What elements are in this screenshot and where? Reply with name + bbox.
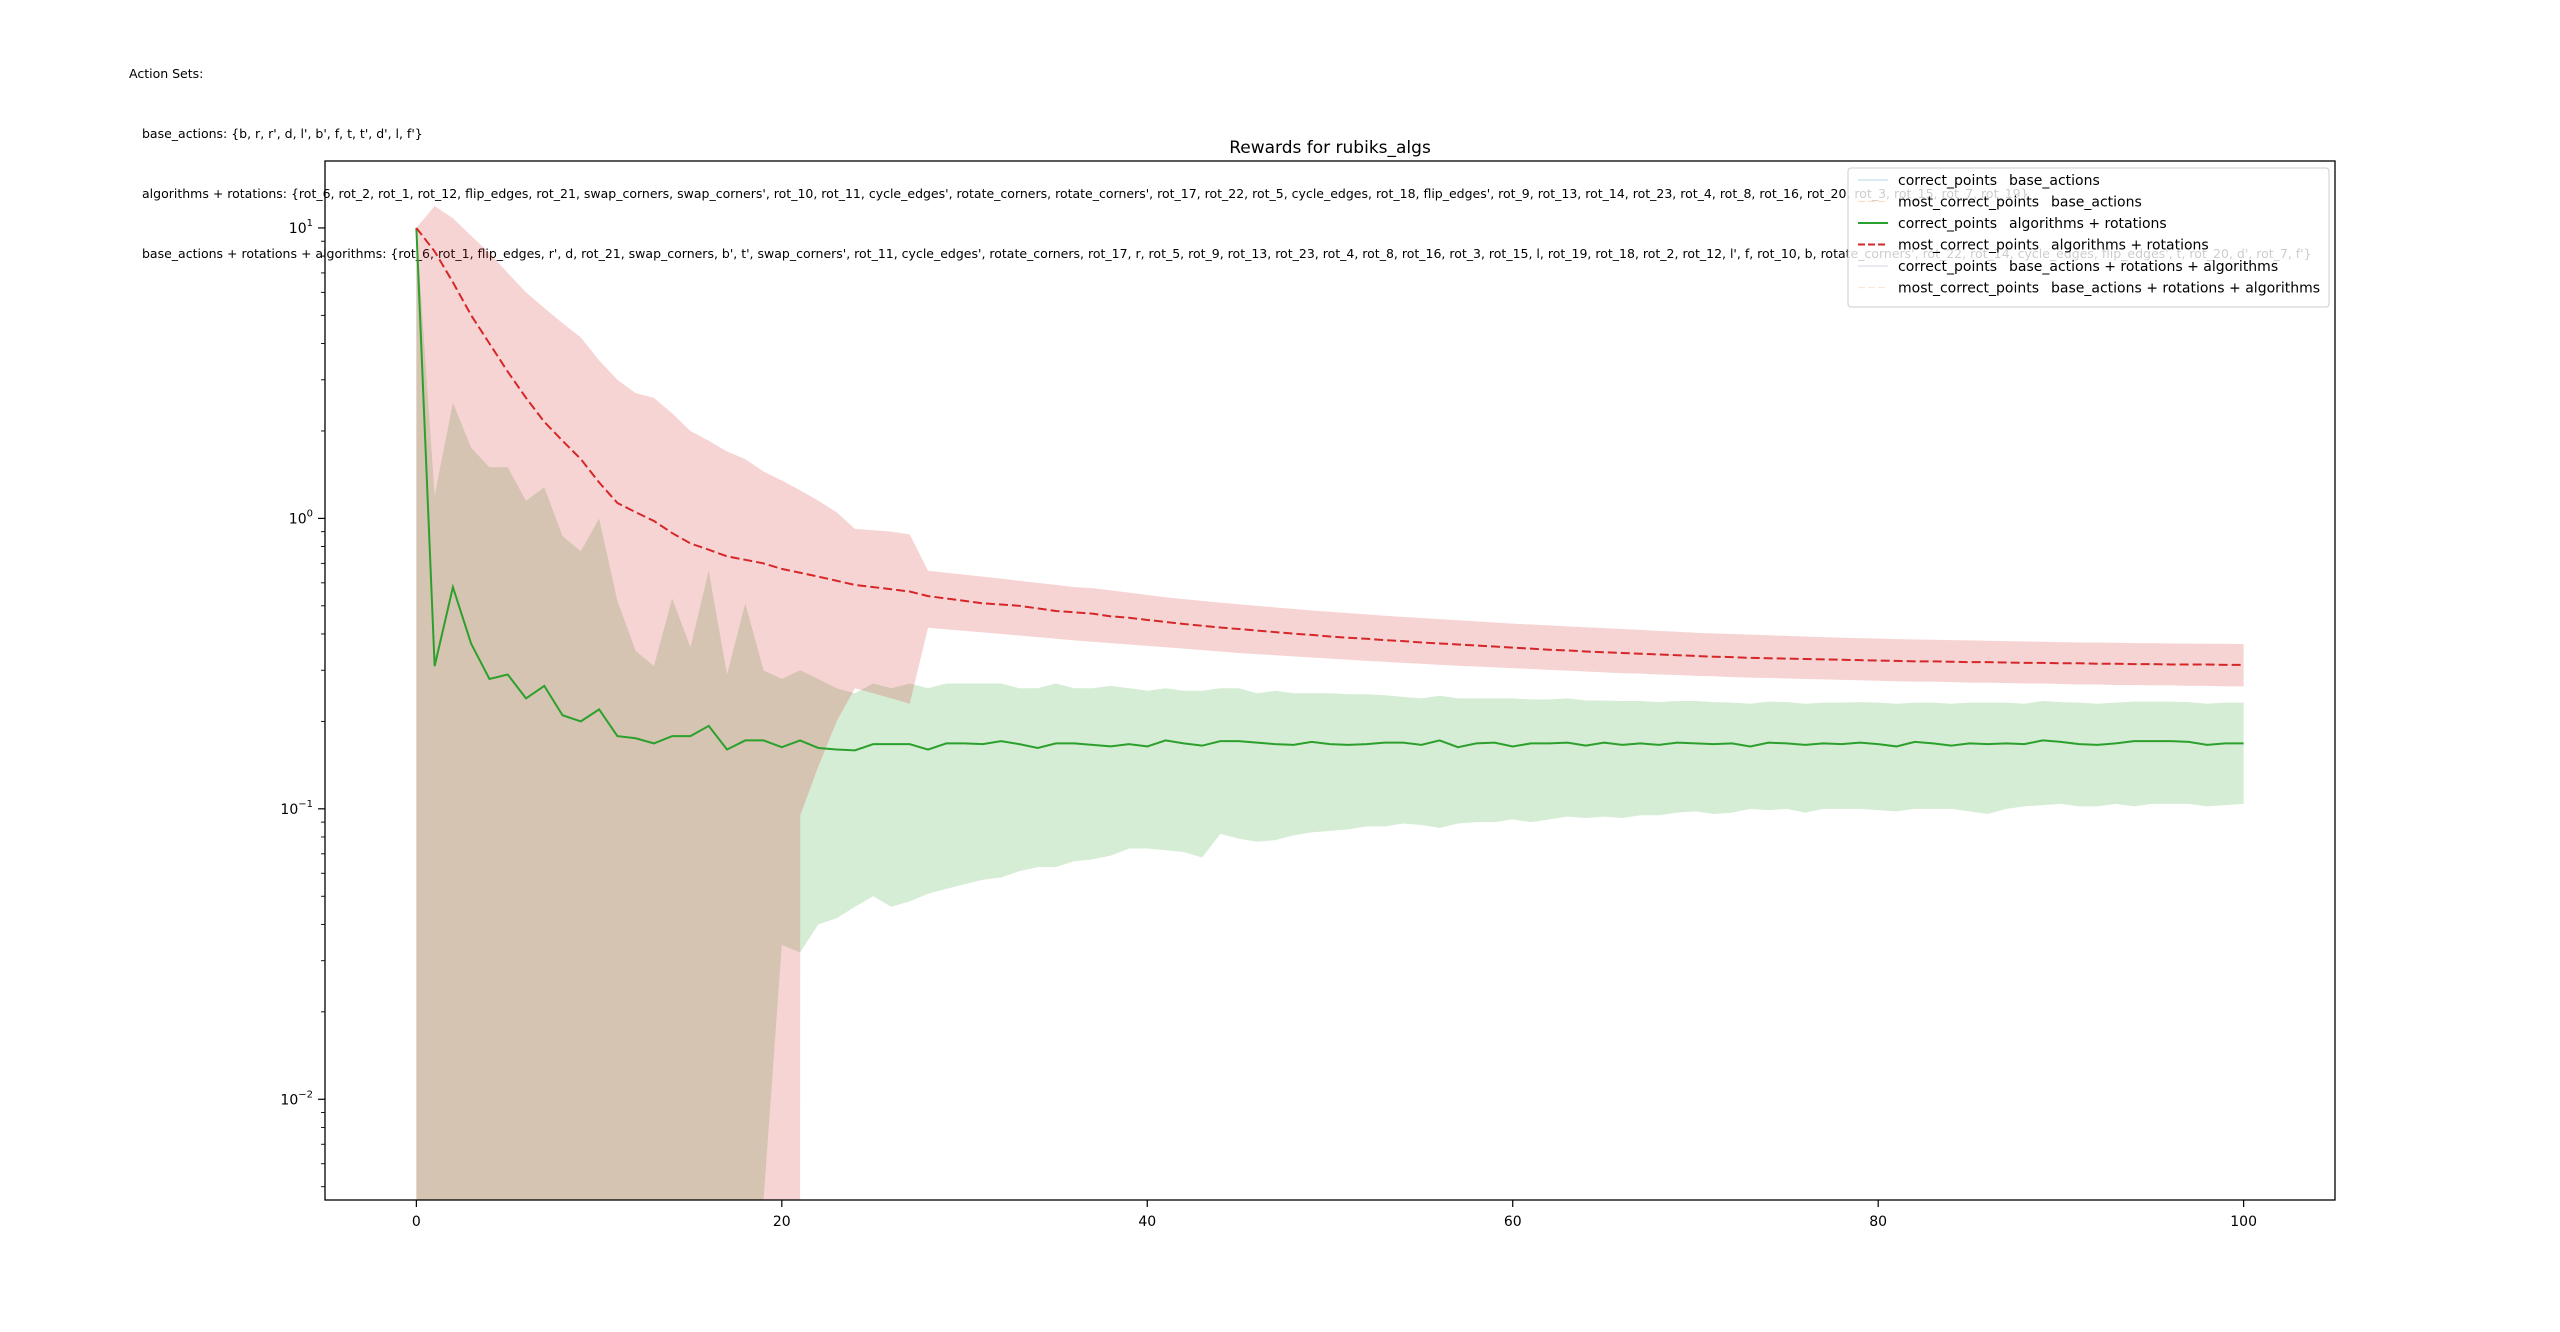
series-lines [415, 227, 2244, 752]
x-axis: 0 20 40 60 80 100 [412, 1200, 2257, 1230]
y-tick-label: 101 [289, 218, 313, 237]
y-tick-label: 10−1 [280, 799, 313, 818]
action-set-algorithms-rotations: algorithms + rotations: {rot_6, rot_2, r… [142, 186, 2029, 201]
plot-area-frame [324, 160, 2336, 1201]
band-series-2 [416, 205, 2244, 1201]
legend-label: correct_points base_actions [1898, 173, 2100, 189]
legend-label: correct_points algorithms + rotations [1898, 216, 2167, 232]
chart-title: Rewards for rubiks_algs [1229, 138, 1431, 158]
legend-label: most_correct_points base_actions [1898, 195, 2142, 211]
line-series-2 [415, 227, 2244, 666]
x-tick-label: 20 [773, 1214, 791, 1230]
confidence-bands [416, 205, 2244, 1201]
legend-box [1847, 167, 2330, 308]
y-axis: 10−2 10−1 100 101 [280, 218, 325, 1188]
legend-label: correct_points base_actions + rotations +… [1898, 259, 2278, 275]
band-series-1 [416, 227, 2244, 1200]
x-tick-label: 80 [1869, 1214, 1887, 1230]
legend-label: most_correct_points algorithms + rotation… [1898, 238, 2209, 254]
action-sets-heading: Action Sets: [129, 66, 204, 81]
x-tick-label: 0 [412, 1214, 421, 1230]
action-set-base-actions: base_actions: {b, r, r', d, l', b', f, t… [142, 126, 423, 141]
x-tick-label: 60 [1504, 1214, 1522, 1230]
x-tick-label: 40 [1138, 1214, 1156, 1230]
line-series-1 [415, 227, 2244, 752]
y-tick-label: 10−2 [280, 1089, 313, 1108]
x-tick-label: 100 [2230, 1214, 2257, 1230]
legend: correct_points base_actions most_correct_p… [1847, 167, 2330, 308]
legend-label: most_correct_points base_actions + rotati… [1898, 281, 2320, 297]
y-tick-label: 100 [289, 508, 313, 527]
